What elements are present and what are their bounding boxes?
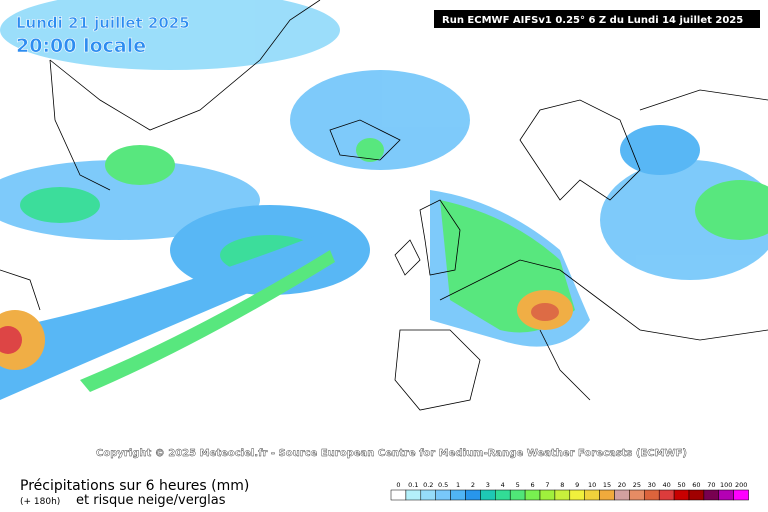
legend-label: 0.1: [408, 481, 418, 489]
legend-swatch: [599, 489, 615, 501]
legend-swatch: [539, 489, 556, 501]
legend-label: 60: [692, 481, 700, 489]
run-label: Run ECMWF AIFSv1 0.25° 6 Z du Lundi 14 j…: [442, 15, 743, 26]
legend-swatch: [390, 489, 407, 501]
legend-label: 10: [588, 481, 596, 489]
precip-field: [0, 0, 768, 400]
legend-swatch: [718, 489, 734, 501]
legend-swatch: [673, 489, 690, 501]
legend-label: 100: [720, 481, 732, 489]
legend: 0 0.1 0.2 0.5 1 2 3 4 5 6 7 8 9 10 15 20 25 30 40 50 60 70 100…: [390, 481, 749, 501]
legend-swatch: [688, 489, 705, 501]
footer-title: Précipitations sur 6 heures (mm): [20, 478, 249, 494]
legend-swatch: [703, 489, 720, 501]
legend-label: 9: [575, 481, 579, 489]
legend-label: 1: [456, 481, 460, 489]
copyright: Copyright © 2025 Meteociel.fr - Source E…: [96, 448, 687, 459]
legend-label: 30: [648, 481, 656, 489]
legend-swatch: [584, 489, 600, 501]
legend-label: 4: [501, 481, 505, 489]
legend-label: 6: [530, 481, 534, 489]
footer-lead: (+ 180h): [20, 497, 60, 507]
legend-label: 15: [603, 481, 611, 489]
legend-label: 5: [516, 481, 520, 489]
legend-swatch: [495, 489, 511, 501]
legend-swatch: [480, 489, 496, 501]
legend-swatch: [465, 489, 481, 501]
legend-swatch: [733, 489, 749, 501]
legend-label: 20: [618, 481, 626, 489]
coastlines: [0, 0, 768, 411]
legend-swatch: [614, 489, 630, 501]
date-label: Lundi 21 juillet 2025: [16, 14, 190, 32]
legend-label: 3: [486, 481, 490, 489]
legend-swatch: [644, 489, 660, 501]
legend-label: 7: [545, 481, 549, 489]
legend-label: 0.2: [423, 481, 433, 489]
legend-swatch: [420, 489, 436, 501]
legend-label: 200: [735, 481, 747, 489]
legend-swatch: [435, 489, 451, 501]
legend-label: 8: [560, 481, 564, 489]
legend-swatch: [509, 489, 526, 501]
legend-swatch: [450, 489, 466, 501]
run-banner: [434, 10, 760, 28]
footer-subtitle: et risque neige/verglas: [76, 493, 226, 508]
legend-label: 25: [633, 481, 641, 489]
legend-swatch: [569, 489, 585, 501]
legend-label: 50: [677, 481, 685, 489]
legend-label: 0: [396, 481, 400, 489]
legend-swatch: [658, 489, 675, 501]
legend-label: 0.5: [438, 481, 448, 489]
legend-swatch: [554, 489, 571, 501]
legend-label: 2: [471, 481, 475, 489]
legend-label: 40: [663, 481, 671, 489]
legend-swatch: [405, 489, 422, 501]
legend-swatch: [629, 489, 645, 501]
legend-swatch: [524, 489, 541, 501]
time-label: 20:00 locale: [16, 35, 146, 57]
legend-label: 70: [707, 481, 715, 489]
